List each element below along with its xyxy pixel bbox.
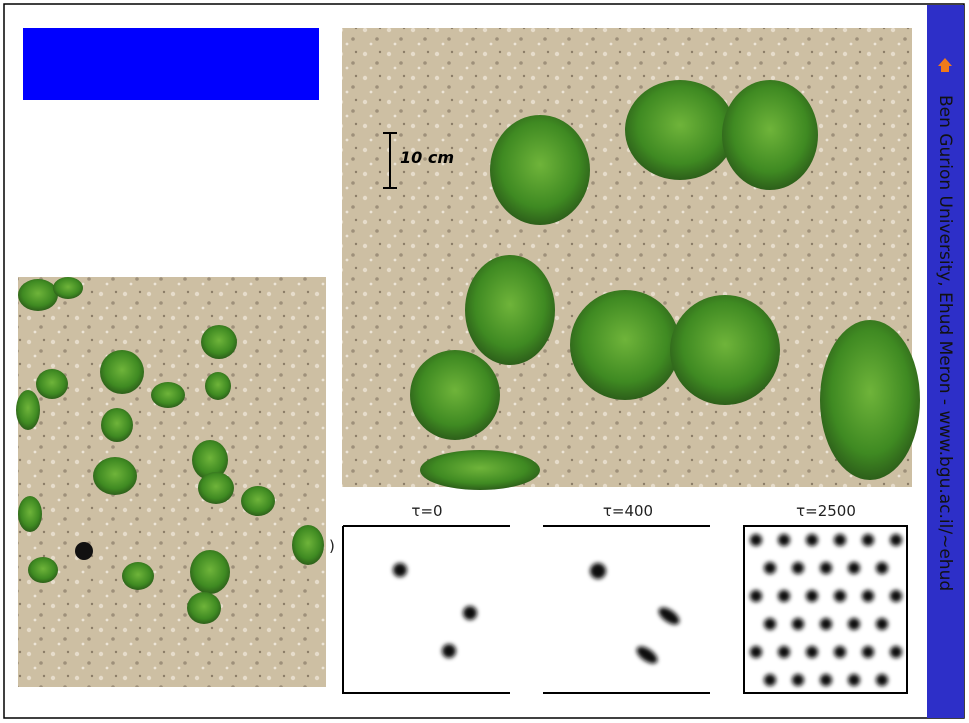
pattern-dot <box>750 590 762 602</box>
pattern-dot <box>750 534 762 546</box>
pattern-dot <box>764 618 776 630</box>
pattern-dot <box>834 590 846 602</box>
panel-label: τ=400 <box>603 502 653 520</box>
photo-right: 10 cm <box>342 28 920 490</box>
pattern-dot <box>806 646 818 658</box>
pattern-dot <box>792 674 804 686</box>
pattern-dot <box>778 534 790 546</box>
pattern-dot <box>820 562 832 574</box>
pattern-dot <box>876 562 888 574</box>
pattern-dot <box>834 646 846 658</box>
pattern-dot <box>806 590 818 602</box>
pattern-dot <box>848 674 860 686</box>
pattern-dot <box>876 618 888 630</box>
pattern-dot <box>890 646 902 658</box>
scale-label: 10 cm <box>400 148 454 167</box>
pattern-dot <box>820 618 832 630</box>
pattern-dot <box>862 534 874 546</box>
pattern-dot <box>764 674 776 686</box>
pattern-dot <box>848 562 860 574</box>
panel-prefix: ) <box>329 537 335 555</box>
pattern-dot <box>834 534 846 546</box>
pattern-dot <box>750 646 762 658</box>
pattern-dot <box>820 674 832 686</box>
pattern-dot <box>862 646 874 658</box>
slide: Ben Gurion University, Ehud Meron - www.… <box>0 0 969 723</box>
panel-label: τ=2500 <box>796 502 856 520</box>
pattern-dot <box>806 534 818 546</box>
pattern-dot <box>792 618 804 630</box>
pattern-dot <box>792 562 804 574</box>
pattern-dot <box>862 590 874 602</box>
pattern-dot <box>778 646 790 658</box>
title-box <box>23 28 319 100</box>
photo-left <box>16 277 326 687</box>
pattern-dot <box>876 674 888 686</box>
pattern-dot <box>890 590 902 602</box>
panel-3: τ=2500 <box>744 502 907 693</box>
pattern-dot <box>778 590 790 602</box>
pattern-dot <box>848 618 860 630</box>
panel-label: τ=0 <box>411 502 442 520</box>
sidebar-text: Ben Gurion University, Ehud Meron - www.… <box>935 95 955 591</box>
pattern-dot <box>890 534 902 546</box>
pattern-dot <box>764 562 776 574</box>
